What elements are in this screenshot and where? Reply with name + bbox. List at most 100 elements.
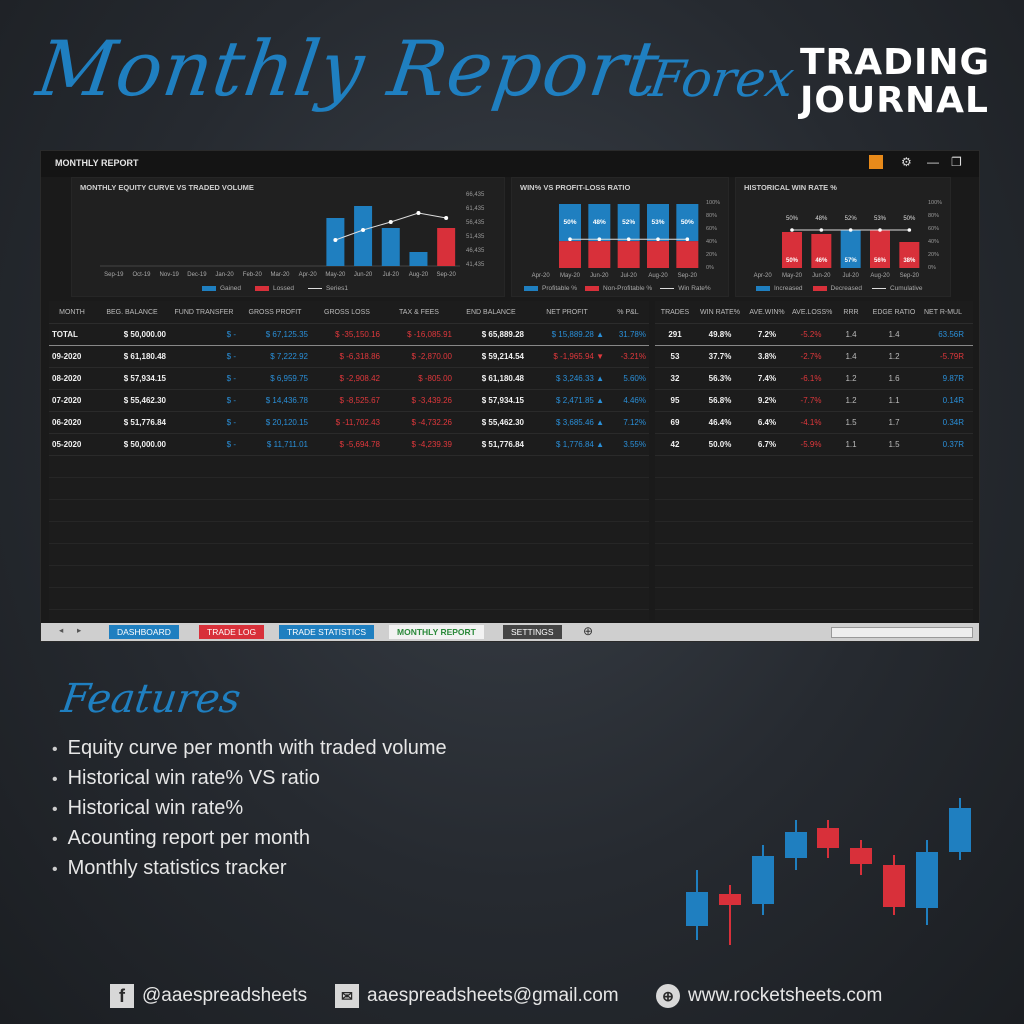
total-row: TOTAL $ 50,000.00 $ - $ 67,125.35 $ -35,150.… (49, 324, 649, 346)
bar-nonprofitable (676, 241, 699, 268)
trades-cell: 53 (670, 352, 680, 361)
aveloss-cell: -6.1% (800, 374, 822, 383)
bar (409, 252, 428, 266)
empty-row (655, 544, 973, 566)
tab-trade-log[interactable]: TRADE LOG (199, 625, 265, 639)
empty-row (655, 478, 973, 500)
footer-email[interactable]: ✉ aaespreadsheets@gmail.com (335, 984, 619, 1008)
empty-row (49, 478, 649, 500)
gear-icon[interactable]: ⚙ (901, 155, 912, 169)
bar-nonprofitable (559, 241, 581, 268)
legend-decreased: Decreased (812, 285, 862, 292)
x-tick-label: May-20 (782, 273, 803, 279)
bar-nonprofitable (588, 241, 611, 268)
table-row: 53 37.7% 3.8% -2.7% 1.4 1.2 -5.79R (655, 346, 973, 368)
hero-title: Monthly Report (31, 24, 666, 113)
tab-settings[interactable]: SETTINGS (503, 625, 562, 639)
cumulative-label: 48% (815, 216, 828, 222)
x-tick-label: Sep-20 (900, 273, 920, 279)
tax-fees-cell: $ -3,439.26 (411, 396, 452, 405)
tab-dashboard[interactable]: DASHBOARD (109, 625, 179, 639)
winrate-cell: 50.0% (708, 440, 732, 449)
column-header: END BALANCE (466, 308, 516, 316)
pl-percent-cell: 4.46% (623, 396, 646, 405)
series-point (361, 228, 366, 232)
x-tick-label: Jun-20 (812, 273, 831, 279)
winrate-point (568, 237, 572, 241)
y-tick-label: 20% (928, 252, 939, 258)
gross-profit-cell: $ 20,120.15 (265, 418, 308, 427)
end-balance-cell: $ 61,180.48 (481, 374, 524, 383)
column-header: MONTH (59, 308, 85, 316)
edge-ratio-cell: 1.7 (888, 418, 900, 427)
empty-row (49, 456, 649, 478)
net-r-mul-cell: 9.87R (942, 374, 964, 383)
x-tick-label: Oct-19 (133, 272, 152, 278)
trades-cell: 42 (670, 440, 680, 449)
hist-chart-title: HISTORICAL WIN RATE % (744, 183, 837, 192)
y-tick-label: 60% (706, 226, 717, 232)
fund-transfer-cell: $ - (226, 374, 236, 383)
minimize-icon[interactable]: — (927, 155, 939, 169)
facebook-handle: @aaespreadsheets (142, 985, 308, 1007)
hist-legend: Increased Decreased Cumulative (756, 285, 923, 292)
y-tick-label: 40% (706, 239, 717, 245)
bar-profitable (588, 204, 611, 242)
feature-item: Acounting report per month (52, 824, 447, 854)
equity-chart-title: MONTHLY EQUITY CURVE VS TRADED VOLUME (80, 183, 254, 192)
empty-row (49, 500, 649, 522)
tax-fees-cell: $ -805.00 (418, 374, 452, 383)
empty-row (655, 456, 973, 478)
beg-balance-cell: $ 50,000.00 (123, 330, 166, 339)
column-header: GROSS LOSS (324, 308, 370, 316)
tax-fees-cell: $ -16,085.91 (407, 330, 452, 339)
end-balance-cell: $ 55,462.30 (481, 418, 524, 427)
hist-chart: HISTORICAL WIN RATE % Apr-20 May-20 Jun-20… (735, 177, 951, 297)
x-tick-label: Dec-19 (187, 272, 207, 278)
table-row: 95 56.8% 9.2% -7.7% 1.2 1.1 0.14R (655, 390, 973, 412)
series-point (444, 216, 449, 220)
monthly-report-table: MONTH BEG. BALANCE FUND TRANSFER GROSS PROF… (49, 301, 649, 632)
column-header: BEG. BALANCE (106, 308, 158, 316)
gross-loss-cell: $ -11,702.43 (335, 418, 380, 427)
gross-profit-cell: $ 14,436.78 (265, 396, 308, 405)
tab-monthly-report[interactable]: MONTHLY REPORT (389, 625, 484, 639)
cumulative-label: 53% (874, 216, 887, 222)
empty-row (49, 566, 649, 588)
legend-nonprofitable: Non-Profitable % (585, 285, 652, 292)
restore-icon[interactable]: ❐ (951, 155, 962, 169)
rrr-cell: 1.2 (845, 396, 857, 405)
pl-percent-cell: 31.78% (618, 330, 646, 339)
gross-loss-cell: $ -5,694.78 (339, 440, 380, 449)
column-header: AVE.WIN% (749, 308, 785, 316)
horizontal-scrollbar[interactable] (831, 627, 973, 638)
trade-stats-table: TRADES WIN RATE% AVE.WIN% AVE.LOSS% RRR EDGE … (655, 301, 973, 632)
tab-trade-statistics[interactable]: TRADE STATISTICS (279, 625, 375, 639)
winrate-cell: 56.8% (708, 396, 732, 405)
winrate-cell: 46.4% (708, 418, 732, 427)
candle (916, 852, 938, 908)
bar-label: 50% (563, 219, 576, 226)
beg-balance-cell: $ 51,776.84 (123, 418, 166, 427)
rrr-cell: 1.2 (845, 374, 857, 383)
gross-loss-cell: $ -6,318.86 (339, 352, 380, 361)
empty-row (655, 566, 973, 588)
footer-website[interactable]: ⊕ www.rocketsheets.com (656, 984, 882, 1008)
net-profit-cell: $ 1,776.84 ▲ (556, 440, 604, 449)
candle (719, 894, 741, 905)
add-sheet-icon[interactable]: ⊕ (583, 624, 594, 638)
beg-balance-cell: $ 57,934.15 (123, 374, 166, 383)
y-tick-label: 66,435 (466, 192, 485, 198)
bar-label: 38% (903, 258, 916, 264)
bar-label: 52% (622, 219, 635, 226)
series-point (416, 211, 421, 215)
bar (899, 242, 920, 268)
legend-lossed: Lossed (254, 285, 294, 292)
footer-facebook[interactable]: f @aaespreadsheets (110, 984, 307, 1008)
tab-scroll-left-icon[interactable]: ◂ (59, 625, 64, 635)
logo-trading: TRADING (800, 42, 991, 83)
aveloss-cell: -7.7% (800, 396, 822, 405)
tab-scroll-right-icon[interactable]: ▸ (77, 625, 82, 635)
net-r-mul-cell: 0.14R (942, 396, 964, 405)
rrr-cell: 1.4 (845, 330, 857, 339)
